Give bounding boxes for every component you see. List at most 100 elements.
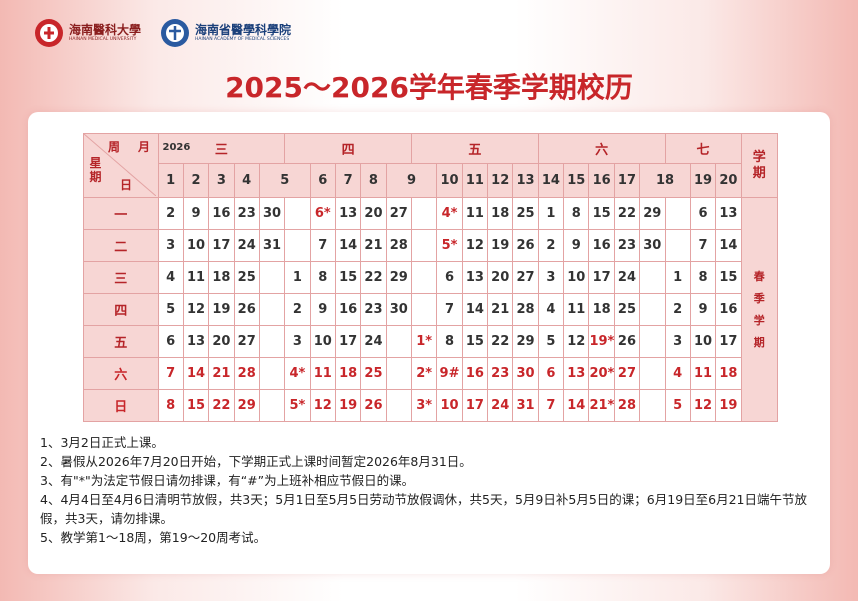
day-cell: 29	[385, 261, 413, 294]
university-logo: 海南醫科大學 HAINAN MEDICAL UNIVERSITY	[34, 18, 141, 48]
day-cell: 14	[715, 229, 742, 262]
day-cell: 8	[436, 325, 463, 358]
day-cell: 1	[664, 261, 691, 294]
day-cell: 23	[360, 293, 387, 326]
day-row: 日 8 15 22 29 5* 12 19 26 3* 10 17 24 31 7 14 21* 28 5 12 19	[83, 389, 778, 422]
note: 3、有"*"为法定节假日请勿排课，有“#”为上班补相应节假日的课。	[40, 473, 415, 488]
week-number: 1	[157, 163, 184, 198]
day-cell: 15	[461, 325, 489, 358]
day-cell: 24	[487, 389, 514, 422]
day-cell: 12	[309, 389, 336, 422]
day-cell: 25	[360, 357, 387, 390]
day-cell: 19*	[588, 325, 615, 358]
day-cell: 11	[689, 357, 717, 390]
day-cell: 11	[309, 357, 336, 390]
day-cell: 4*	[436, 197, 463, 230]
day-cell: 5	[157, 293, 184, 326]
month-label: 五	[468, 143, 482, 158]
week-number: 20	[715, 163, 742, 198]
week-number: 14	[537, 163, 565, 198]
day-cell: 16	[334, 293, 362, 326]
notes: 1、3月2日正式上课。 2、暑假从2026年7月20日开始，下学期正式上课时间暂定…	[40, 433, 810, 547]
day-row: 一 2 9 16 23 30 6* 13 20 27 4* 11 18 25 1 8 15 22 29 6 13 春季学期	[83, 197, 779, 422]
day-cell: 7	[157, 357, 184, 390]
day-cell: 2	[284, 293, 311, 326]
note: 5、教学第1～18周，第19～20周考试。	[40, 530, 267, 545]
day-cell: 13	[182, 325, 210, 358]
day-row: 五 6 13 20 27 3 10 17 24 1* 8 15 22 29 5 12 19* 26 3 10 17	[83, 325, 778, 358]
day-cell: 11	[461, 197, 489, 230]
day-cell: 18	[208, 261, 235, 294]
day-cell: 20*	[588, 357, 615, 390]
month-label: 七	[696, 143, 710, 158]
day-cell: 19	[334, 389, 362, 422]
empty-cell	[258, 293, 286, 326]
day-cell: 29	[639, 197, 666, 230]
corner-week: 周	[108, 140, 121, 154]
day-cell: 27	[512, 261, 539, 294]
day-cell: 22	[208, 389, 235, 422]
day-cell: 14	[182, 357, 210, 390]
day-cell: 20	[360, 197, 387, 230]
day-cell: 25	[512, 197, 539, 230]
day-cell: 30	[639, 229, 666, 262]
day-cell: 10	[689, 325, 717, 358]
day-cell: 7	[309, 229, 336, 262]
empty-cell	[664, 197, 691, 230]
empty-cell	[639, 293, 666, 326]
day-row: 三 4 11 18 25 1 8 15 22 29 6 13 20 27 3 10 17 24 1 8 15	[83, 261, 778, 294]
university-name: 海南醫科大學	[69, 22, 142, 37]
day-cell: 15	[182, 389, 210, 422]
empty-cell	[639, 261, 666, 294]
day-cell: 15	[715, 261, 742, 294]
day-cell: 25	[233, 261, 260, 294]
day-cell: 30	[258, 197, 286, 230]
day-cell: 7	[537, 389, 565, 422]
day-cell: 6	[157, 325, 184, 358]
title: 2025～2026学年春季学期校历	[225, 71, 633, 104]
note: 2、暑假从2026年7月20日开始，下学期正式上课时间暂定2026年8月31日。	[40, 454, 472, 469]
empty-cell	[639, 389, 666, 422]
day-cell: 21	[208, 357, 235, 390]
day-cell: 14	[563, 389, 590, 422]
day-cell: 16	[715, 293, 742, 326]
month-label: 六	[595, 143, 609, 158]
day-cell: 19	[487, 229, 514, 262]
empty-cell	[410, 229, 438, 262]
day-cell: 10	[436, 389, 463, 422]
day-row: 六 7 14 21 28 4* 11 18 25 2* 9# 16 23 30 6 13 20* 27 4 11 18	[83, 357, 778, 390]
day-cell: 26	[233, 293, 260, 326]
day-cell: 13	[334, 197, 362, 230]
day-cell: 19	[715, 389, 742, 422]
week-number: 12	[487, 163, 514, 198]
empty-cell	[385, 357, 413, 390]
day-cell: 28	[512, 293, 539, 326]
day-cell: 9	[182, 197, 210, 230]
day-cell: 10	[182, 229, 210, 262]
week-number: 7	[334, 163, 362, 198]
day-cell: 5	[537, 325, 565, 358]
day-cell: 16	[461, 357, 489, 390]
day-cell: 27	[233, 325, 260, 358]
day-cell: 21*	[588, 389, 615, 422]
week-number: 2	[182, 163, 210, 198]
week-number: 17	[613, 163, 641, 198]
day-cell: 18	[487, 197, 514, 230]
month-cell: 四	[284, 133, 412, 164]
academy-logo: 海南省醫學科學院 HAINAN ACADEMY OF MEDICAL SCIENC…	[160, 18, 291, 48]
day-cell: 9	[563, 229, 590, 262]
day-cell: 31	[512, 389, 539, 422]
day-cell: 17	[715, 325, 742, 358]
term-header-text: 学期	[752, 149, 766, 181]
day-cell: 16	[588, 229, 615, 262]
day-cell: 17	[461, 389, 489, 422]
day-cell: 12	[689, 389, 717, 422]
day-cell: 4*	[284, 357, 311, 390]
day-cell: 29	[233, 389, 260, 422]
week-number: 13	[512, 163, 539, 198]
day-cell: 8	[689, 261, 717, 294]
day-cell: 9	[309, 293, 336, 326]
day-cell: 3	[157, 229, 184, 262]
empty-cell	[664, 229, 691, 262]
day-cell: 10	[309, 325, 336, 358]
